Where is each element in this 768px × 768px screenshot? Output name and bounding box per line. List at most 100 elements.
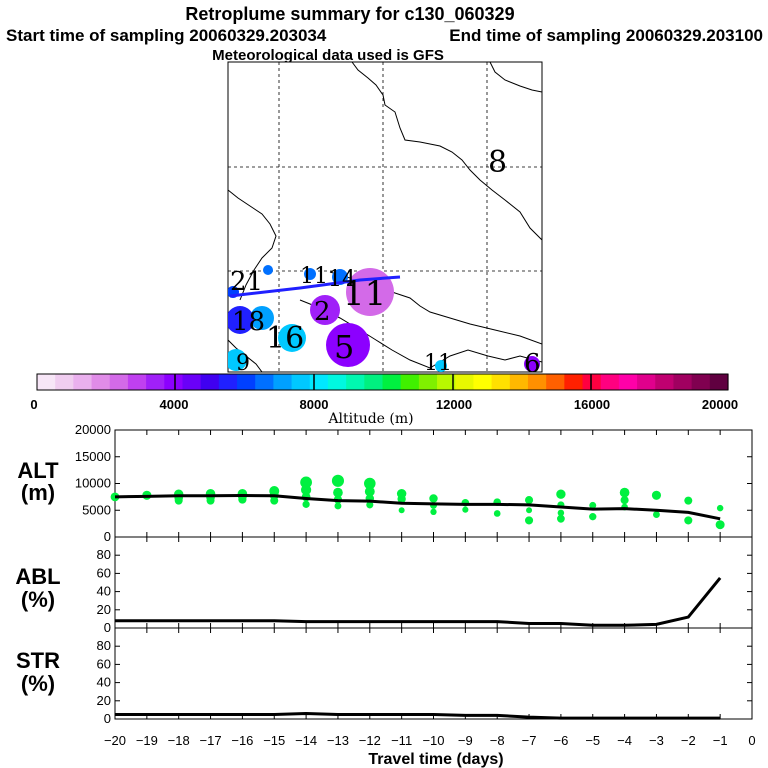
plume-circle [278, 324, 306, 352]
alt-y-tick-label: 5000 [82, 502, 111, 517]
map-day-label: 6 [524, 349, 541, 379]
colorbar-swatch [109, 374, 129, 390]
x-tick-label: −11 [391, 733, 412, 748]
map-day-label: 8 [488, 145, 507, 180]
map-day-label: 11 [343, 274, 386, 314]
colorbar-swatch [709, 374, 729, 390]
alt-y-tick-label: 10000 [75, 476, 111, 491]
plume-circle [304, 268, 316, 280]
abl-y-tick-label: 0 [104, 620, 111, 635]
chart-title: Retroplume summary for c130_060329 [185, 4, 514, 24]
x-tick-label: −19 [136, 733, 158, 748]
map-day-label: 2 [314, 297, 331, 327]
alt-point [462, 506, 469, 513]
alt-point [302, 500, 310, 508]
alt-panel-frame [114, 429, 753, 538]
alt-point [684, 496, 693, 505]
alt-y-tick-label: 15000 [75, 449, 111, 464]
colorbar-swatch [509, 374, 529, 390]
colorbar-swatch [309, 374, 329, 390]
map-day-labels: 8 21 11 14 11 2 5 16 18 9 11 6 [230, 145, 541, 379]
alt-point [398, 507, 405, 514]
alt-point [684, 516, 693, 525]
trajectory-map: 8 21 11 14 11 2 5 16 18 9 11 6 [227, 61, 543, 379]
x-tick-label: −3 [649, 733, 664, 748]
end-time-label: End time of sampling 20060329.203100 [449, 26, 763, 45]
alt-point [430, 508, 437, 516]
map-day-label: 21 [230, 267, 263, 297]
alt-point [331, 474, 345, 487]
map-day-label: 18 [232, 307, 265, 337]
alt-point [396, 488, 407, 499]
alt-point [524, 516, 534, 525]
x-tick-label: −4 [617, 733, 632, 748]
map-frame [227, 61, 543, 373]
alt-point [557, 509, 565, 517]
plume-circle [228, 349, 247, 371]
colorbar-swatch [655, 374, 675, 390]
colorbar-swatch [691, 374, 711, 390]
colorbar-swatch [673, 374, 693, 390]
alt-point [366, 501, 374, 509]
alt-point [619, 487, 630, 498]
colorbar-swatch [127, 374, 147, 390]
abl-panel-label: ABL [15, 564, 60, 589]
colorbar-swatch [382, 374, 402, 390]
colorbar-swatch [546, 374, 565, 390]
colorbar-swatch [218, 374, 238, 390]
str-y-tick-label: 0 [104, 711, 111, 726]
alt-point [174, 489, 184, 499]
x-tick-label: 0 [748, 733, 755, 748]
x-tick-label: −10 [422, 733, 444, 748]
met-data-label: Meteorological data used is GFS [212, 47, 444, 64]
colorbar-swatch [273, 374, 293, 390]
map-day-label: 11 [300, 264, 328, 289]
colorbar-swatch [73, 374, 93, 390]
x-tick-label: −17 [200, 733, 222, 748]
alt-point [651, 490, 662, 500]
alt-point [557, 514, 565, 523]
alt-point [364, 486, 375, 497]
plume-circle [524, 356, 540, 372]
alt-point [526, 507, 533, 514]
colorbar-swatch [55, 374, 74, 390]
colorbar-swatch [491, 374, 511, 390]
x-tick-label: −13 [327, 733, 349, 748]
map-day-label: 14 [328, 267, 356, 292]
x-axis-label: Travel time (days) [368, 751, 503, 768]
abl-y-tick-label: 60 [97, 565, 111, 580]
str-y-tick-label: 80 [97, 638, 111, 653]
x-tick-label: −14 [295, 733, 317, 748]
str-panel-label: STR [16, 648, 60, 673]
colorbar-swatch [455, 374, 475, 390]
alt-mean-line [114, 494, 721, 521]
colorbar-swatch [564, 374, 584, 390]
x-tick-label: −9 [458, 733, 473, 748]
colorbar-swatch [91, 374, 111, 390]
str-panel-units: (%) [21, 671, 55, 696]
abl-y-tick-label: 80 [97, 547, 111, 562]
map-day-label: 11 [424, 351, 452, 376]
colorbar-tick-label: 4000 [160, 397, 189, 412]
colorbar-tick-label: 8000 [300, 397, 329, 412]
colorbar-swatch [164, 374, 184, 390]
abl-panel-units: (%) [21, 587, 55, 612]
alt-point [653, 511, 660, 518]
alt-point [174, 496, 183, 505]
alt-point [270, 496, 279, 505]
colorbar-swatch [473, 374, 493, 390]
alt-point [493, 510, 501, 517]
colorbar-swatch [182, 374, 202, 390]
alt-point [206, 496, 215, 505]
colorbar-tick-label: 16000 [574, 397, 610, 412]
altitude-colorbar [36, 373, 729, 391]
start-time-label: Start time of sampling 20060329.203034 [6, 26, 327, 45]
x-tick-label: −16 [231, 733, 253, 748]
colorbar-swatch [527, 374, 547, 390]
colorbar-swatch [600, 374, 620, 390]
colorbar-swatch [346, 374, 365, 390]
plume-circle [310, 295, 340, 325]
alt-point [589, 501, 597, 509]
colorbar-tick-label: 20000 [702, 397, 738, 412]
